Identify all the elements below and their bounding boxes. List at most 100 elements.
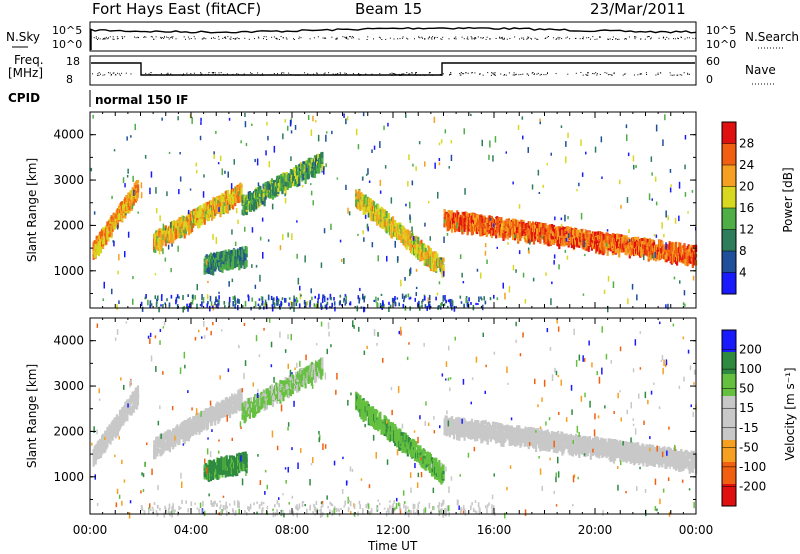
nsearch-point [172,36,174,38]
echo-cell [684,303,686,307]
nsearch-point [227,36,229,38]
echo-cell [688,245,691,251]
echo-cell [341,304,343,307]
nsearch-point [286,38,288,40]
nave-point [494,73,496,75]
echo-cell [238,261,241,271]
echo-cell [185,221,188,229]
nsearch-point [234,38,236,40]
echo-cell [450,299,453,305]
nsearch-point [218,36,220,38]
echo-cell [379,141,381,148]
echo-cell [358,297,360,304]
nsearch-point [677,37,679,39]
nsearch-point [373,38,374,40]
echo-cell [206,294,209,300]
echo-cell [680,246,683,256]
nsearch-series [90,36,696,40]
echo-cell [310,190,313,196]
colorbar-segment [722,251,736,273]
echo-cell [251,264,253,268]
nsearch-point [430,37,432,39]
nsearch-point [471,37,473,39]
nave-point [112,72,114,74]
nsearch-point [211,37,212,39]
nsearch-point [124,36,126,38]
nsearch-point [471,38,473,40]
nave-point [639,73,641,75]
echo-cell [409,214,411,220]
nsearch-point [389,37,391,39]
echo-cell [537,230,540,235]
echo-cell [277,298,280,302]
nsearch-point [607,38,609,40]
echo-cell [451,300,454,307]
echo-cell [304,255,306,263]
nave-point [261,73,263,75]
nave-point [394,73,396,75]
nsearch-point [366,39,368,40]
nsearch-point [285,37,287,39]
echo-cell [207,266,210,274]
echo-cell [209,295,212,302]
nsearch-point [257,36,259,38]
colorbar-segment [722,165,736,187]
echo-cell [290,156,292,162]
echo-cell [553,254,556,259]
nave-point [596,74,598,76]
echo-cell [196,170,198,174]
echo-cell [627,298,629,305]
nave-point [96,74,98,76]
nave-point [236,73,238,75]
nave-point [471,72,473,74]
echo-cell [326,301,329,306]
nave-point [200,73,202,75]
colorbar-segment [722,208,736,230]
echo-cell [189,210,193,214]
nave-point [207,73,209,75]
nave-point [611,74,613,76]
nsearch-point [419,37,421,39]
echo-cell [133,193,136,198]
echo-cell [109,436,112,445]
echo-cell [232,192,235,201]
freq-panel: Freq. [MHz] 18 8 60 0 Nave [8,53,776,86]
echo-cell [287,232,289,238]
nsearch-point [381,39,383,40]
nave-point [494,74,496,76]
nave-point [545,74,547,76]
echo-cell [588,231,591,236]
echo-cell [200,121,202,125]
echo-cell [136,189,140,198]
nave-point [547,72,548,74]
nsearch-point [95,36,97,38]
nave-point [442,73,444,75]
nsearch-point [565,37,567,39]
echo-cell [123,203,126,212]
echo-cell [477,303,479,305]
echo-cell [525,230,528,235]
echo-cell [456,222,458,229]
echo-cell [607,236,610,246]
echo-cell [429,236,431,241]
nave-point [641,73,643,75]
echo-cell [209,305,211,312]
echo-cell [161,294,163,297]
echo-cell [289,182,292,188]
echo-cell [230,183,233,190]
echo-cell [607,276,610,282]
echo-cell [388,301,390,305]
echo-cell [134,123,136,131]
echo-cell [567,227,570,234]
nave-point [595,72,597,74]
echo-cell [363,237,365,242]
nave-point [200,74,202,76]
echo-cell [440,257,442,260]
nsearch-point [108,37,109,39]
echo-cell [155,187,157,194]
echo-cell [348,211,351,216]
echo-cell [214,301,216,306]
nave-point [358,73,360,74]
echo-cell [202,297,205,304]
nsearch-point [282,37,284,39]
